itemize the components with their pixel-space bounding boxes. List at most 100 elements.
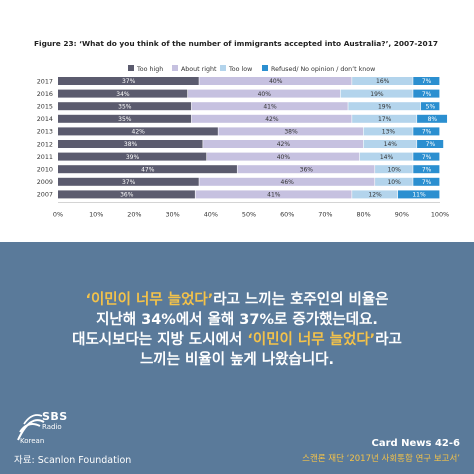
headline-line-4: 느끼는 비율이 높게 나왔습니다. [139,352,335,368]
data-label: 47% [141,166,155,173]
headline-line-2: 지난해 34%에서 올해 37%로 증가했는데요. [96,312,378,328]
bar-segment [352,114,417,123]
data-label: 40% [277,154,291,161]
category-label: 2016 [37,90,53,98]
logo-brand: SBS [42,410,68,423]
x-tick-label: 20% [127,210,141,218]
data-label: 35% [118,116,132,123]
data-label: 13% [382,129,396,136]
bar-segment [413,165,440,174]
bar-segment [58,177,199,186]
data-label: 7% [422,78,432,85]
x-tick-label: 60% [280,210,294,218]
bars: 2017 37% 40% 16% 7% 2016 34% 40% 19% 7% 2015 35% 41%… [37,77,448,199]
report-title: 스캔론 재단 ‘2017년 사회통합 연구 보고서’ [302,454,460,464]
stacked-bar-chart: Figure 23: ‘What do you think of the num… [34,39,449,218]
bar-segment [199,177,375,186]
data-label: 38% [124,141,138,148]
headline-highlight-3: ‘이민이 너무 늘었다’ [247,332,376,348]
data-label: 40% [258,91,272,98]
data-label: 42% [265,116,279,123]
bar-segment [218,127,363,136]
bar-segment [58,165,237,174]
category-label: 2015 [37,103,53,111]
bar-segment [58,89,188,98]
legend-swatch [172,65,178,71]
bar-segment [340,89,413,98]
data-label: 19% [370,91,384,98]
data-label: 14% [384,141,398,148]
bar-segment [191,102,348,111]
bar-segment [191,114,352,123]
x-tick-label: 80% [356,210,370,218]
bar-segment [417,114,448,123]
legend-swatch [220,65,226,71]
bar-segment [237,165,375,174]
legend-swatch [128,65,134,71]
category-label: 2017 [37,77,53,85]
source-credit: 자료: Scanlon Foundation [14,455,132,466]
legend-label: Too high [136,66,163,73]
data-label: 37% [122,179,136,186]
data-label: 40% [269,78,283,85]
bar-segment [58,152,207,161]
caption-panel: ‘이민이 너무 늘었다’ 라고 느끼는 호주인의 비율은 지난해 34%에서 올해… [0,242,474,474]
bar-segment [413,177,440,186]
chart-panel: Figure 23: ‘What do you think of the num… [34,39,450,219]
bar-segment [375,165,413,174]
headline-text-1: 라고 느끼는 호주인의 비율은 [213,292,389,308]
data-label: 8% [428,116,438,123]
x-tick-label: 90% [395,210,409,218]
data-label: 5% [426,103,436,110]
category-label: 2007 [37,191,53,199]
data-label: 42% [277,141,291,148]
data-label: 7% [422,166,432,173]
chart-title: Figure 23: ‘What do you think of the num… [34,39,438,48]
chart-legend: Too high About right Too low Refused/ No op… [128,65,375,73]
data-label: 46% [281,179,295,186]
data-label: 35% [118,103,132,110]
data-label: 7% [422,154,432,161]
x-tick-label: 10% [89,210,103,218]
bar-segment [375,177,413,186]
bar-segment [352,77,413,85]
bar-segment [348,102,421,111]
bar-segment [58,127,218,136]
headline: ‘이민이 너무 늘었다’ 라고 느끼는 호주인의 비율은 지난해 34%에서 올해… [20,290,454,370]
bar-segment [413,89,440,98]
bar-segment [206,152,360,161]
logo-sub: Radio [42,423,62,431]
data-label: 11% [412,192,426,199]
logo-lang: Korean [20,437,45,445]
category-label: 2009 [37,178,53,186]
data-label: 38% [284,129,298,136]
data-label: 36% [120,192,134,199]
legend-label: About right [181,66,217,73]
legend-label: Refused/ No opinion / don’t know [271,66,375,73]
headline-text-3a: 대도시보다는 지방 도시에서 [72,332,248,348]
headline-line-3: 대도시보다는 지방 도시에서 ‘이민이 너무 늘었다’라고 [20,330,454,350]
sbs-logo-icon [17,414,45,441]
data-label: 17% [378,116,392,123]
bar-segment [397,190,440,199]
bar-segment [195,190,352,199]
bar-segment [58,190,195,199]
data-label: 10% [387,166,401,173]
data-label: 10% [387,179,401,186]
category-label: 2012 [37,140,53,148]
data-label: 34% [116,91,130,98]
bar-segment [58,102,192,111]
data-label: 7% [422,91,432,98]
x-axis: 0% 10% 20% 30% 40% 50% 60% 70% 80% 90% 100% [53,202,449,218]
bar-segment [413,77,440,85]
bar-segment [420,102,440,111]
x-tick-label: 100% [431,210,449,218]
bar-segment [413,152,440,161]
bar-segment [58,77,199,85]
x-tick-label: 40% [204,210,218,218]
data-label: 7% [422,179,432,186]
x-tick-label: 30% [165,210,179,218]
x-tick-label: 50% [242,210,256,218]
headline-text-3b: 라고 [375,332,402,348]
data-label: 19% [378,103,392,110]
